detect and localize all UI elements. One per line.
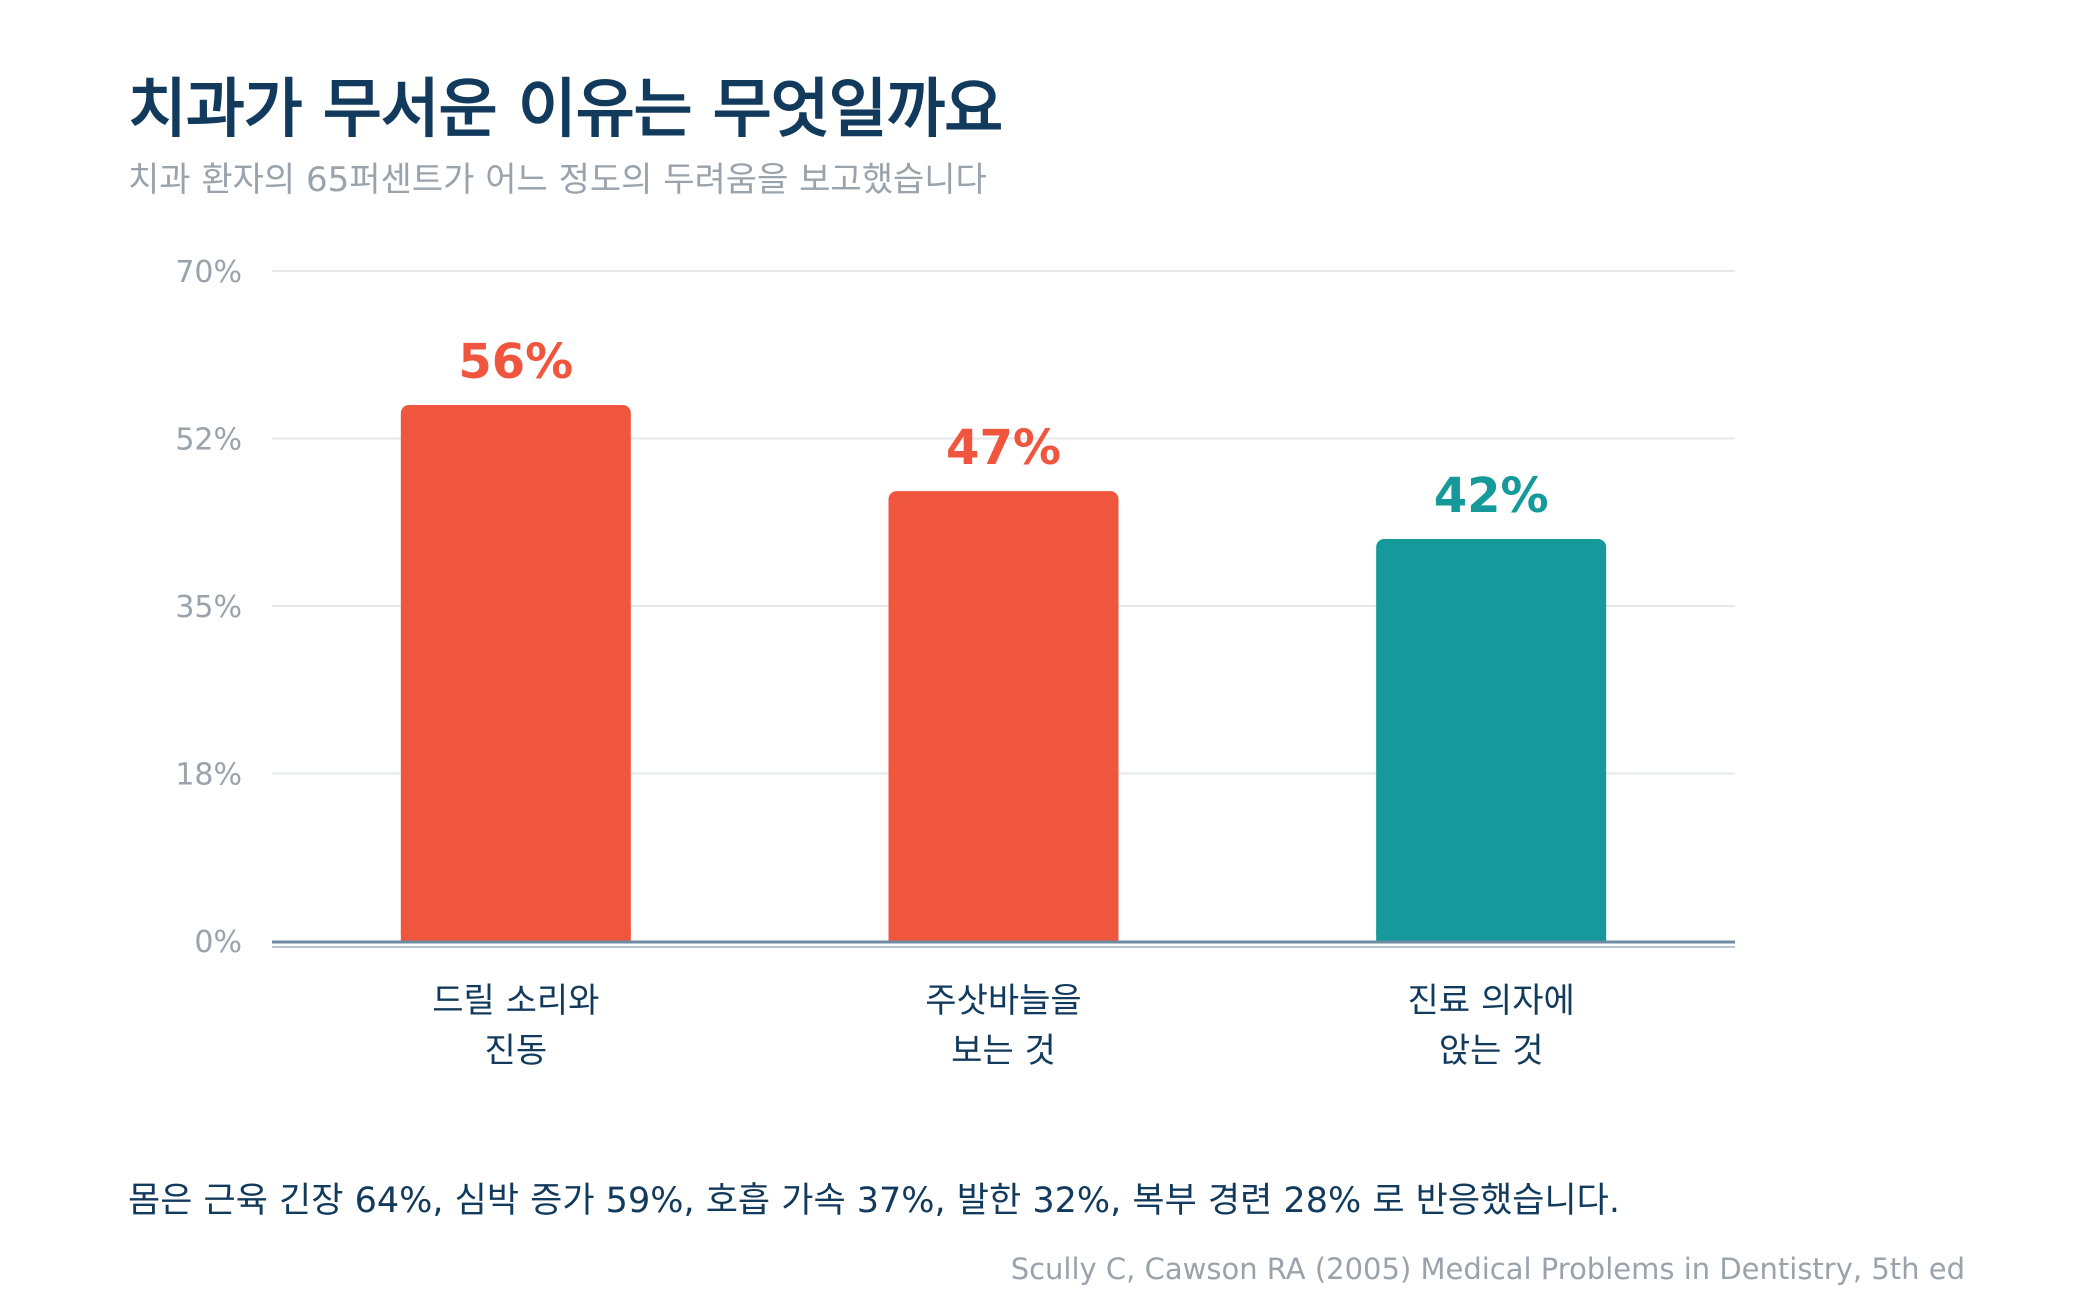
chart-title: 치과가 무서운 이유는 무엇일까요	[128, 73, 1003, 147]
y-tick-label: 0%	[194, 925, 242, 960]
x-tick-label: 앉는 것	[1439, 1031, 1544, 1071]
data-label: 56%	[458, 334, 573, 390]
x-tick-label: 진료 의자에	[1408, 981, 1575, 1021]
data-label: 42%	[1434, 468, 1549, 524]
bar	[1376, 539, 1607, 941]
y-tick-label: 35%	[175, 590, 242, 625]
y-tick-label: 18%	[175, 758, 242, 793]
bar	[400, 405, 631, 941]
y-tick-label: 70%	[175, 255, 242, 290]
bar	[888, 491, 1119, 941]
x-tick-label: 진동	[485, 1031, 548, 1071]
x-tick-label: 주삿바늘을	[925, 981, 1081, 1021]
bar-base	[400, 931, 631, 941]
source-citation: Scully C, Cawson RA (2005) Medical Probl…	[1010, 1252, 1965, 1286]
bar-base	[1376, 931, 1607, 941]
footnote: 몸은 근육 긴장 64%, 심박 증가 59%, 호흡 가속 37%, 발한 3…	[128, 1181, 1621, 1221]
x-tick-label: 보는 것	[951, 1031, 1056, 1071]
y-tick-label: 52%	[175, 423, 242, 458]
bar-base	[888, 931, 1119, 941]
data-label: 47%	[946, 420, 1061, 476]
chart-subtitle: 치과 환자의 65퍼센트가 어느 정도의 두려움을 보고했습니다	[128, 160, 987, 200]
x-tick-label: 드릴 소리와	[432, 981, 599, 1021]
